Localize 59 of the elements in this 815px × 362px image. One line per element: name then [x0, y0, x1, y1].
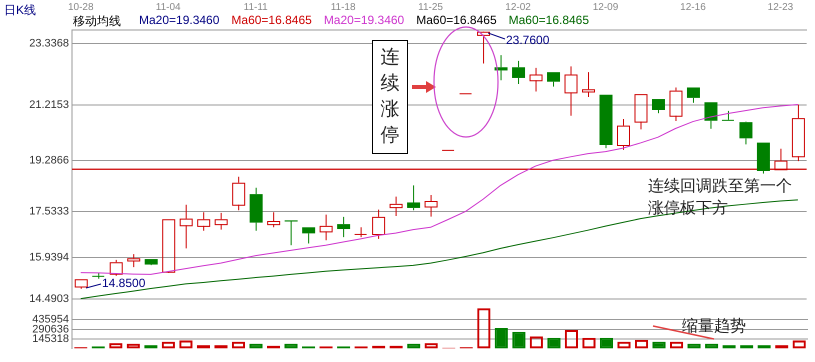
y-tick-label: 19.2866 [29, 154, 69, 167]
y-tick-label: 145318 [32, 332, 69, 345]
candlestick [372, 209, 386, 240]
candlestick [547, 72, 560, 88]
candlestick [530, 67, 543, 92]
candlestick [144, 259, 158, 265]
candlestick [600, 94, 613, 149]
text: Ma60=16.8465 [508, 13, 590, 29]
candlestick [424, 194, 438, 218]
text: Ma60=16.8465 [416, 13, 497, 29]
y-tick-label: 290636 [32, 323, 69, 336]
text: Ma60=16.8465 [231, 13, 312, 29]
y-tick-label: 23.3368 [29, 38, 69, 50]
candlestick [564, 66, 578, 116]
candlestick [390, 196, 403, 217]
y-tick-label: 15.9394 [29, 251, 69, 264]
candlestick [582, 72, 596, 98]
candlestick [634, 94, 648, 130]
candlestick [477, 32, 490, 64]
candlestick [704, 102, 718, 130]
candlestick [127, 254, 140, 268]
candlestick [616, 118, 630, 150]
candlestick [180, 204, 193, 249]
x-tick-label: 12-02 [505, 2, 532, 13]
y-tick-label: 14.4903 [29, 293, 69, 306]
candlestick [214, 212, 228, 230]
candlestick [792, 104, 805, 162]
legend-title: 移动均线 [73, 13, 121, 30]
x-tick-label: 12-23 [768, 2, 794, 13]
candlestick [686, 87, 700, 104]
candlestick [407, 184, 420, 211]
x-tick-label: 11-18 [330, 2, 356, 13]
text: Ma20=19.3460 [139, 13, 220, 29]
candlestick [756, 142, 770, 174]
candlestick [197, 212, 210, 232]
candlestick [232, 176, 246, 211]
candlestick [320, 214, 333, 241]
y-tick-label: 21.2153 [29, 98, 69, 111]
candlestick [652, 99, 665, 114]
annotation: 连续涨停 [372, 40, 408, 154]
candlestick [337, 216, 350, 238]
x-tick-label: 11-11 [244, 2, 268, 13]
candlestick [250, 187, 263, 232]
x-tick-label: 11-25 [418, 2, 444, 13]
x-tick-label: 12-16 [680, 2, 706, 13]
candlestick [512, 60, 526, 85]
y-tick-label: 17.5333 [29, 205, 69, 218]
x-tick-label: 11-04 [156, 2, 182, 13]
candlestick [354, 226, 368, 238]
candlestick [739, 122, 752, 145]
y-tick-label: 435954 [32, 314, 69, 326]
candlestick [267, 212, 280, 228]
text: Ma20=19.3460 [324, 13, 404, 29]
x-tick-label: 12-09 [592, 2, 619, 13]
annotation: 23.7600 [506, 33, 550, 47]
chart-title: 日K线 [4, 2, 36, 19]
annotation: 缩量趋势 [682, 316, 746, 337]
annotation: 14.8500 [102, 276, 146, 290]
x-tick-label: 10-28 [68, 2, 94, 13]
